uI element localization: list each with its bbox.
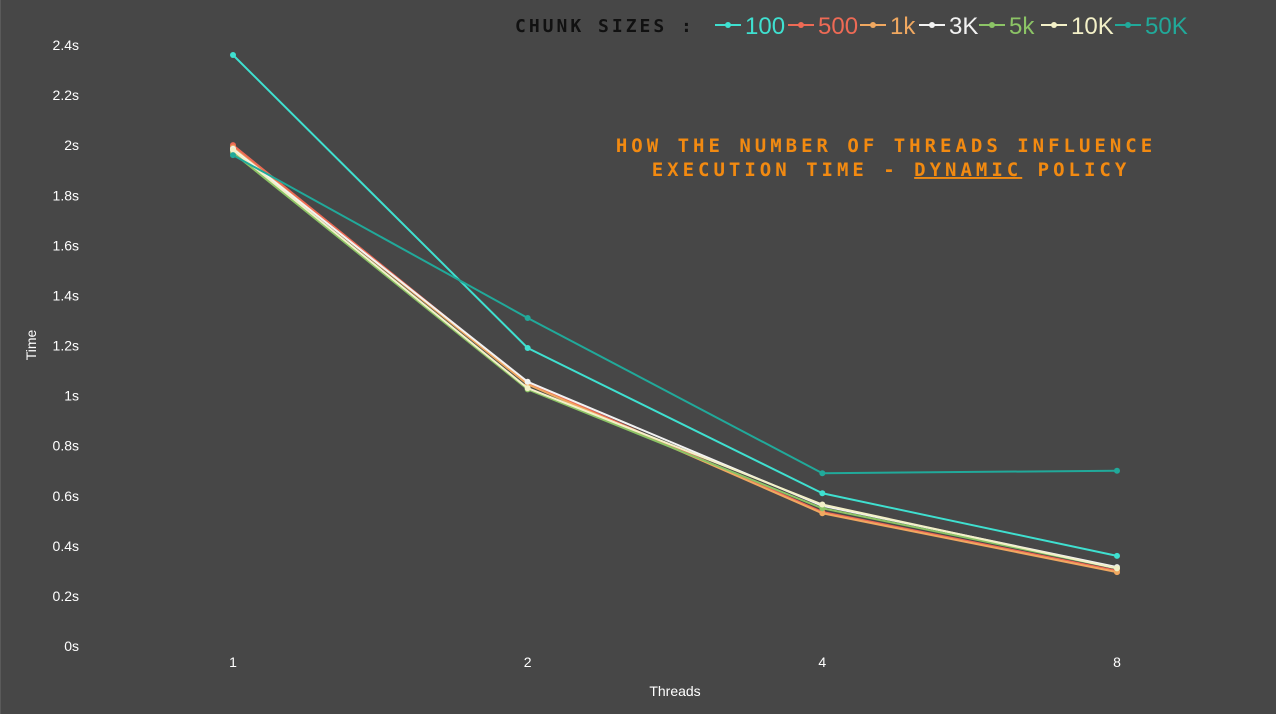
series-line — [232, 144, 1118, 572]
series-line — [232, 146, 1118, 574]
legend-label: 500 — [818, 13, 858, 40]
data-point[interactable] — [1114, 467, 1120, 474]
y-axis-title: Time — [23, 329, 39, 360]
series-50K — [230, 152, 1120, 477]
legend-item-5k[interactable]: 5k — [979, 13, 1035, 40]
y-tick-label: 1.8s — [53, 187, 79, 203]
legend-item-500[interactable]: 500 — [788, 13, 858, 40]
series-line — [232, 148, 1118, 569]
series-1k — [230, 144, 1120, 576]
y-tick-label: 0.6s — [53, 488, 79, 504]
legend-item-10K[interactable]: 10K — [1041, 13, 1114, 40]
x-tick-label: 4 — [818, 654, 826, 670]
legend-label: 3K — [949, 13, 978, 40]
legend-marker — [1125, 22, 1131, 28]
legend-prefix: CHUNK SIZES : — [515, 16, 695, 37]
y-tick-label: 0.2s — [53, 588, 79, 604]
series-line — [232, 149, 1118, 570]
series-line — [232, 151, 1118, 570]
legend-marker — [870, 22, 876, 28]
x-axis-ticks: 1 2 4 8 — [229, 654, 1121, 670]
legend-item-100[interactable]: 100 — [715, 13, 785, 40]
title-line-2-end: POLICY — [1022, 159, 1130, 181]
data-point[interactable] — [524, 345, 531, 352]
legend-item-3K[interactable]: 3K — [919, 13, 978, 40]
y-tick-label: 0.8s — [53, 438, 79, 454]
title-emphasis: DYNAMIC — [914, 159, 1022, 181]
legend-label: 50K — [1145, 13, 1188, 40]
title-line-2: EXECUTION TIME - DYNAMIC POLICY — [652, 159, 1131, 181]
legend-marker — [798, 22, 804, 28]
chart-title: HOW THE NUMBER OF THREADS INFLUENCE EXEC… — [616, 135, 1156, 181]
y-tick-label: 2s — [64, 137, 79, 153]
y-tick-label: 2.4s — [53, 37, 79, 53]
series-3K — [230, 145, 1120, 571]
data-point[interactable] — [819, 470, 826, 477]
data-point[interactable] — [819, 490, 826, 497]
y-tick-label: 1.6s — [53, 237, 79, 253]
legend-marker — [929, 22, 935, 28]
series-5k — [230, 149, 1120, 572]
data-point[interactable] — [230, 147, 236, 154]
legend-item-1k[interactable]: 1k — [860, 13, 916, 40]
x-tick-label: 1 — [229, 654, 237, 670]
x-axis-title: Threads — [649, 683, 700, 699]
y-axis-ticks: 0s 0.2s 0.4s 0.6s 0.8s 1s 1.2s 1.4s 1.6s 1.8s 2s 2.… — [53, 37, 79, 654]
legend-marker — [1051, 22, 1057, 28]
y-tick-label: 1s — [64, 388, 79, 404]
y-tick-label: 2.2s — [53, 87, 79, 103]
x-tick-label: 8 — [1113, 654, 1121, 670]
data-point[interactable] — [230, 152, 236, 159]
legend-label: 5k — [1009, 13, 1035, 40]
series-100 — [230, 52, 1120, 559]
series-group — [230, 52, 1120, 576]
data-point[interactable] — [819, 510, 826, 517]
y-tick-label: 0s — [64, 638, 79, 654]
x-tick-label: 2 — [524, 654, 532, 670]
title-line-1: HOW THE NUMBER OF THREADS INFLUENCE — [616, 135, 1156, 157]
data-point[interactable] — [524, 314, 531, 321]
legend-item-50K[interactable]: 50K — [1115, 13, 1188, 40]
legend-marker — [725, 22, 731, 28]
series-500 — [230, 142, 1120, 574]
title-line-2-start: EXECUTION TIME - — [652, 159, 914, 181]
y-tick-label: 1.2s — [53, 338, 79, 354]
legend-label: 100 — [745, 13, 785, 40]
data-point[interactable] — [1114, 552, 1120, 559]
data-point[interactable] — [819, 501, 826, 508]
legend-marker — [989, 22, 995, 28]
legend: CHUNK SIZES : 100 500 1k 3K 5k 10K 50K — [515, 13, 1188, 40]
data-point[interactable] — [524, 385, 531, 392]
series-10K — [230, 147, 1120, 572]
y-tick-label: 1.4s — [53, 287, 79, 303]
series-line — [232, 154, 1118, 475]
legend-label: 10K — [1071, 13, 1114, 40]
data-point[interactable] — [1114, 565, 1120, 572]
data-point[interactable] — [230, 52, 236, 59]
series-line — [232, 54, 1118, 557]
data-point[interactable] — [524, 378, 531, 385]
legend-label: 1k — [890, 13, 916, 40]
y-tick-label: 0.4s — [53, 538, 79, 554]
